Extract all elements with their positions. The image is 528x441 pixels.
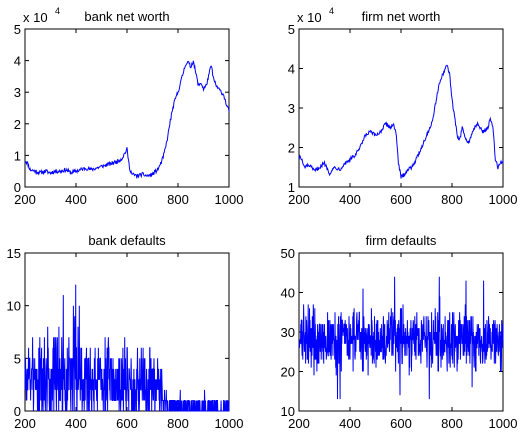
firm-net-worth-y-tick-label: 3	[288, 101, 295, 116]
bank-net-worth-y-tick-label: 4	[14, 54, 21, 69]
firm-net-worth-y-multiplier: x 10	[297, 10, 322, 25]
bank-net-worth-y-tick-label: 5	[14, 22, 21, 37]
firm-net-worth-y-multiplier-exponent: 4	[329, 6, 334, 16]
bank-net-worth-y-multiplier: x 10	[23, 10, 48, 25]
bank-defaults-x-tick-label: 1000	[215, 416, 244, 431]
firm-net-worth-x-tick-label: 400	[339, 192, 361, 207]
firm-defaults-y-tick-label: 10	[281, 404, 295, 419]
bank-defaults-chart: 200 400 600 800 1000 0 5 10 15 bank defaults	[7, 233, 244, 431]
firm-net-worth-x-tick-label: 600	[390, 192, 412, 207]
firm-net-worth-x-tick-label: 1000	[489, 192, 518, 207]
bank-net-worth-x-tick-label: 600	[116, 192, 138, 207]
bank-net-worth-x-tick-label: 1000	[215, 192, 244, 207]
bank-defaults-x-tick-label: 200	[14, 416, 36, 431]
firm-net-worth-x-tick-label: 800	[441, 192, 463, 207]
bank-defaults-y-tick-label: 15	[7, 246, 21, 261]
bank-defaults-title: bank defaults	[88, 233, 166, 248]
firm-net-worth-x-tick-label: 200	[288, 192, 310, 207]
bank-net-worth-x-tick-label: 800	[167, 192, 189, 207]
firm-defaults-y-tick-label: 20	[281, 365, 295, 380]
bank-defaults-x-tick-label: 600	[116, 416, 138, 431]
firm-defaults-y-tick-label: 40	[281, 286, 295, 301]
bank-defaults-y-tick-label: 0	[14, 404, 21, 419]
firm-net-worth-title: firm net worth	[362, 9, 441, 24]
bank-net-worth-x-tick-label: 400	[65, 192, 87, 207]
firm-net-worth-y-tick-label: 2	[288, 141, 295, 156]
bank-net-worth-axes-frame	[24, 28, 230, 188]
bank-net-worth-x-tick-label: 200	[14, 192, 36, 207]
bank-defaults-y-tick-label: 10	[7, 299, 21, 314]
bank-net-worth-y-tick-label: 2	[14, 117, 21, 132]
firm-net-worth-y-tick-label: 4	[288, 62, 295, 77]
firm-net-worth-y-tick-label: 5	[288, 22, 295, 37]
bank-net-worth-y-multiplier-exponent: 4	[55, 6, 60, 16]
bank-net-worth-y-tick-label: 1	[14, 148, 21, 163]
bank-defaults-y-tick-label: 5	[14, 351, 21, 366]
firm-defaults-x-tick-label: 800	[441, 416, 463, 431]
firm-defaults-chart: 200 400 600 800 1000 10 20 30 40 50 firm defaults	[281, 233, 518, 431]
firm-defaults-x-tick-label: 600	[390, 416, 412, 431]
bank-defaults-x-tick-label: 400	[65, 416, 87, 431]
firm-defaults-title: firm defaults	[366, 233, 437, 248]
bank-net-worth-chart: 200 400 600 800 1000 0 1 2 3 4 5 bank net worth x 10…	[14, 6, 244, 207]
bank-net-worth-y-tick-label: 3	[14, 85, 21, 100]
firm-defaults-x-tick-label: 200	[288, 416, 310, 431]
firm-net-worth-chart: 200 400 600 800 1000 1 2 3 4 5 firm net worth x 10 4	[288, 6, 518, 207]
bank-defaults-series-line	[24, 284, 230, 412]
firm-defaults-series-line	[298, 276, 504, 400]
firm-defaults-x-tick-label: 400	[339, 416, 361, 431]
firm-net-worth-y-tick-label: 1	[288, 180, 295, 195]
bank-net-worth-title: bank net worth	[84, 9, 169, 24]
bank-net-worth-series-line	[24, 60, 230, 180]
firm-defaults-y-tick-label: 50	[281, 246, 295, 261]
bank-net-worth-y-tick-label: 0	[14, 180, 21, 195]
firm-net-worth-series-line	[298, 64, 504, 179]
firm-net-worth-axes-frame	[298, 28, 504, 188]
bank-defaults-x-tick-label: 800	[167, 416, 189, 431]
firm-defaults-x-tick-label: 1000	[489, 416, 518, 431]
firm-defaults-y-tick-label: 30	[281, 325, 295, 340]
